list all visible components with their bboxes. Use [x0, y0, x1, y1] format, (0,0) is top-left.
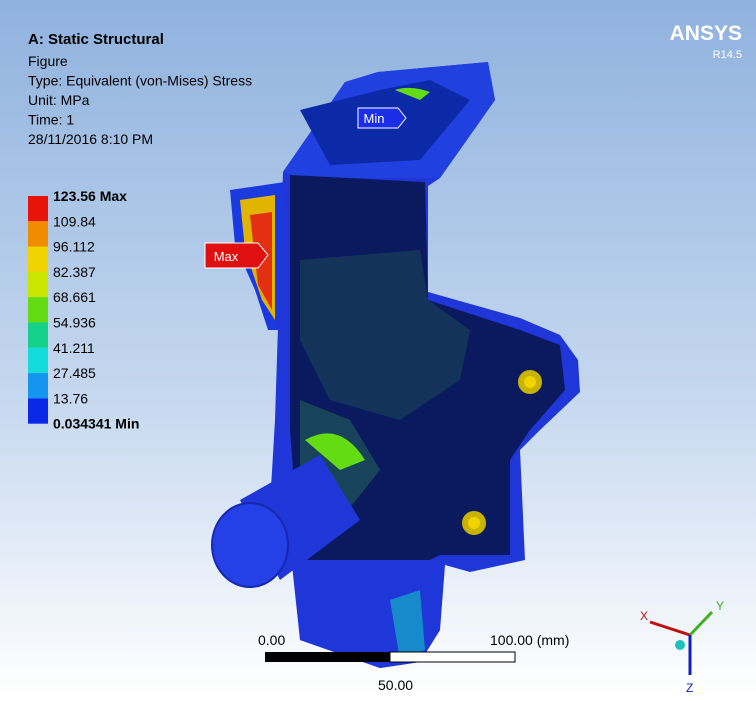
triad-z: Z	[686, 681, 693, 695]
legend-label: 68.661	[53, 289, 96, 305]
title: A: Static Structural	[28, 31, 164, 48]
info-line: Unit: MPa	[28, 92, 90, 108]
info-block: A: Static Structural Figure Type: Equival…	[28, 31, 252, 147]
scale-end: 100.00 (mm)	[490, 632, 569, 648]
legend: 123.56 Max 109.84 96.112 82.387 68.661 54.936…	[28, 188, 139, 432]
legend-label: 54.936	[53, 315, 96, 331]
legend-band	[28, 398, 48, 424]
info-line: Type: Equivalent (von-Mises) Stress	[28, 73, 252, 89]
min-probe: Min	[357, 107, 407, 129]
legend-band	[28, 373, 48, 399]
legend-band	[28, 196, 48, 222]
legend-label: 123.56 Max	[53, 188, 127, 204]
legend-band	[28, 297, 48, 323]
scale-mid: 50.00	[378, 677, 413, 693]
legend-label: 41.211	[53, 340, 95, 356]
legend-label: 82.387	[53, 264, 96, 280]
scale-bar: 0.00 50.00 100.00 (mm)	[258, 632, 569, 693]
info-line: Time: 1	[28, 112, 74, 128]
scale-start: 0.00	[258, 632, 285, 648]
legend-label: 109.84	[53, 213, 96, 229]
legend-label: 13.76	[53, 390, 88, 406]
legend-label: 27.485	[53, 365, 96, 381]
max-label: Max	[214, 249, 239, 264]
triad-x: X	[640, 609, 648, 623]
logo: ANSYS	[670, 22, 742, 45]
legend-band	[28, 221, 48, 247]
legend-band	[28, 322, 48, 348]
min-label: Min	[364, 111, 385, 126]
legend-band	[28, 347, 48, 374]
triad-y: Y	[716, 599, 724, 613]
legend-label: 0.034341 Min	[53, 416, 139, 432]
max-probe: Max	[204, 242, 269, 269]
legend-band	[28, 246, 48, 272]
legend-band	[28, 271, 48, 298]
legend-label: 96.112	[53, 239, 95, 255]
version: R14.5	[713, 49, 742, 61]
info-line: Figure	[28, 53, 68, 69]
info-line: 28/11/2016 8:10 PM	[28, 131, 153, 147]
triad: X Y Z	[640, 599, 724, 695]
model	[211, 62, 580, 668]
